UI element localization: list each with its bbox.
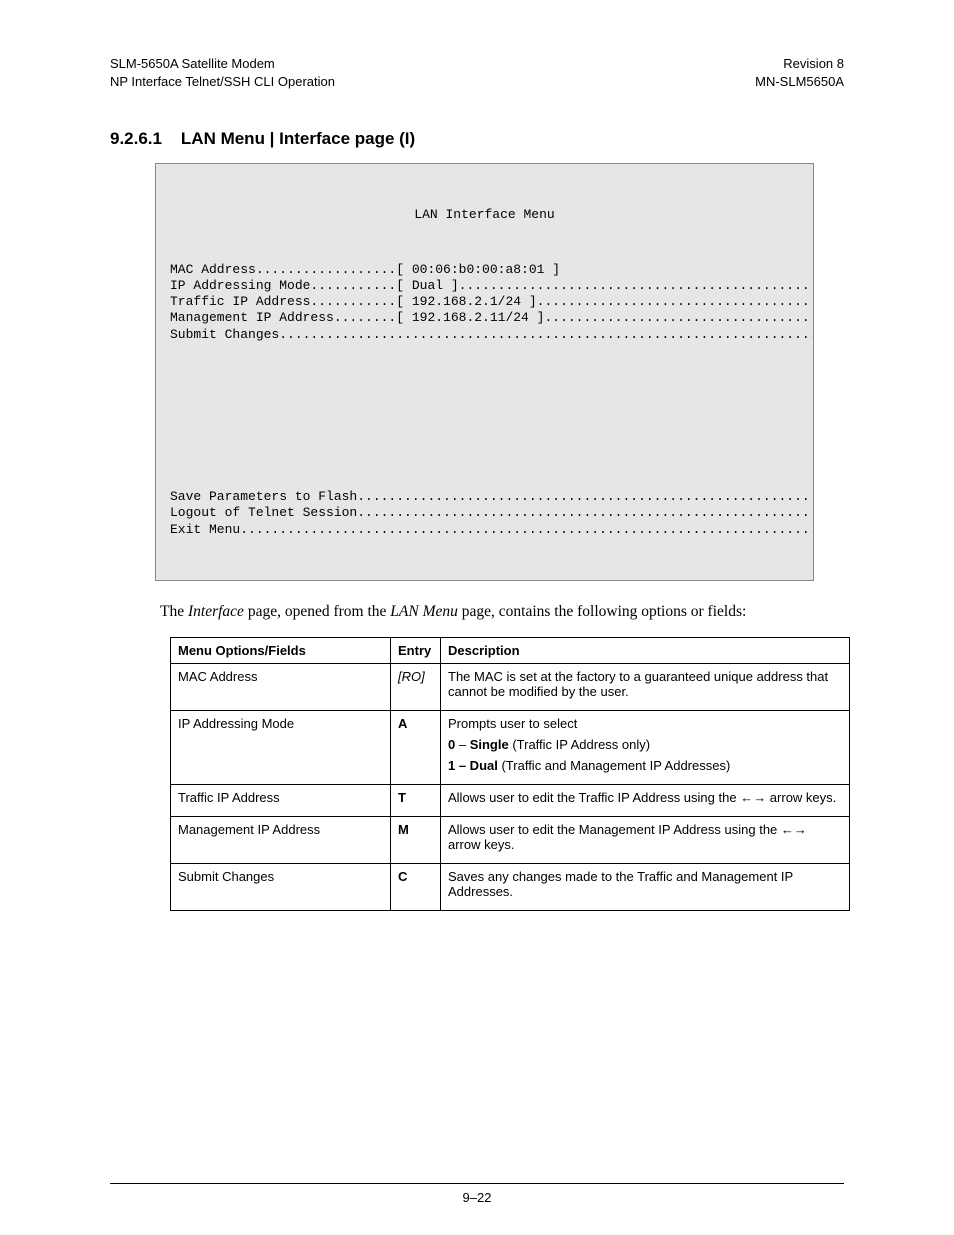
- header-right-2: MN-SLM5650A: [755, 73, 844, 91]
- cell-description: Saves any changes made to the Traffic an…: [441, 864, 850, 911]
- th-options: Menu Options/Fields: [171, 638, 391, 664]
- cell-entry: A: [391, 711, 441, 785]
- section-title-text: LAN Menu | Interface page (I): [181, 129, 415, 148]
- cell-entry: M: [391, 817, 441, 864]
- cell-option: Submit Changes: [171, 864, 391, 911]
- page-container: SLM-5650A Satellite Modem Revision 8 NP …: [0, 0, 954, 1235]
- header-left-1: SLM-5650A Satellite Modem: [110, 55, 275, 73]
- terminal-footer: Save Parameters to Flash................…: [170, 489, 799, 538]
- cell-description: Allows user to edit the Management IP Ad…: [441, 817, 850, 864]
- cell-option: Traffic IP Address: [171, 785, 391, 817]
- options-table: Menu Options/Fields Entry Description MA…: [170, 637, 850, 911]
- header-right-1: Revision 8: [783, 55, 844, 73]
- page-number: 9–22: [463, 1190, 492, 1205]
- intro-text: The: [160, 603, 188, 620]
- table-header-row: Menu Options/Fields Entry Description: [171, 638, 850, 664]
- terminal-gap: [170, 375, 799, 456]
- cell-description: Allows user to edit the Traffic IP Addre…: [441, 785, 850, 817]
- cell-option: Management IP Address: [171, 817, 391, 864]
- table-row: Traffic IP AddressTAllows user to edit t…: [171, 785, 850, 817]
- section-heading: 9.2.6.1 LAN Menu | Interface page (I): [110, 129, 844, 149]
- cell-entry: T: [391, 785, 441, 817]
- page-header: SLM-5650A Satellite Modem Revision 8 NP …: [110, 55, 844, 91]
- terminal-screenshot: LAN Interface Menu MAC Address..........…: [155, 163, 814, 581]
- table-row: IP Addressing ModeAPrompts user to selec…: [171, 711, 850, 785]
- cell-entry: C: [391, 864, 441, 911]
- table-row: Submit ChangesCSaves any changes made to…: [171, 864, 850, 911]
- intro-italic-2: LAN Menu: [390, 603, 458, 620]
- intro-paragraph: The Interface page, opened from the LAN …: [160, 603, 844, 621]
- cell-option: MAC Address: [171, 664, 391, 711]
- cell-description: Prompts user to select0 – Single (Traffi…: [441, 711, 850, 785]
- intro-text: page, contains the following options or …: [458, 603, 746, 620]
- terminal-title: LAN Interface Menu: [170, 207, 799, 223]
- cell-option: IP Addressing Mode: [171, 711, 391, 785]
- intro-italic-1: Interface: [188, 603, 244, 620]
- section-number: 9.2.6.1: [110, 129, 162, 148]
- header-left-2: NP Interface Telnet/SSH CLI Operation: [110, 73, 335, 91]
- terminal-body: MAC Address..................[ 00:06:b0:…: [170, 262, 799, 343]
- table-row: Management IP AddressMAllows user to edi…: [171, 817, 850, 864]
- intro-text: page, opened from the: [244, 603, 390, 620]
- cell-description: The MAC is set at the factory to a guara…: [441, 664, 850, 711]
- th-entry: Entry: [391, 638, 441, 664]
- cell-entry: [RO]: [391, 664, 441, 711]
- th-description: Description: [441, 638, 850, 664]
- page-footer: 9–22: [110, 1183, 844, 1205]
- table-row: MAC Address[RO]The MAC is set at the fac…: [171, 664, 850, 711]
